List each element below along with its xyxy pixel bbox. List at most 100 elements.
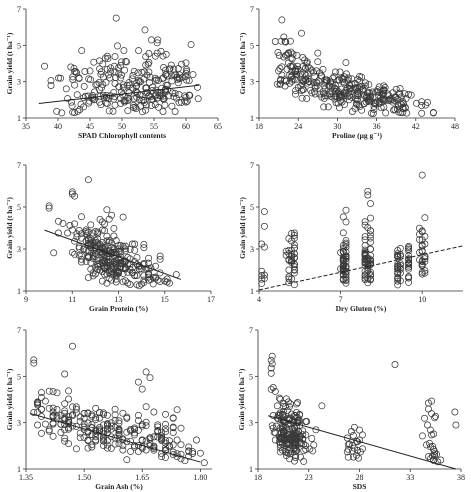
- data-point: [112, 269, 120, 276]
- data-point: [78, 258, 85, 266]
- data-point: [382, 109, 390, 117]
- data-point: [112, 248, 120, 256]
- data-point: [65, 418, 73, 426]
- data-point: [145, 269, 153, 277]
- x-axis-title: Proline (μg g⁻¹): [332, 131, 382, 140]
- data-point: [90, 58, 98, 66]
- data-point: [394, 274, 402, 282]
- data-point: [72, 405, 80, 413]
- data-point: [362, 79, 369, 87]
- data-point: [286, 403, 293, 411]
- data-point: [172, 71, 180, 79]
- data-point: [351, 104, 359, 112]
- data-point: [111, 416, 119, 424]
- data-point: [345, 85, 353, 93]
- data-point: [50, 249, 58, 257]
- data-point: [162, 50, 170, 58]
- data-point: [367, 214, 374, 222]
- data-point: [159, 92, 167, 100]
- data-point: [61, 370, 69, 378]
- data-point: [294, 399, 302, 406]
- data-point: [111, 101, 119, 109]
- data-point: [64, 229, 72, 237]
- data-point: [311, 72, 318, 80]
- x-axis-title: Dry Gluten (%): [336, 304, 387, 313]
- data-point: [114, 42, 121, 50]
- data-point: [111, 434, 119, 442]
- x-tick-label: 17: [207, 295, 215, 304]
- data-point: [77, 100, 85, 108]
- data-point: [152, 262, 159, 270]
- data-point: [169, 448, 177, 456]
- data-point: [119, 213, 127, 221]
- data-point: [452, 421, 460, 429]
- x-tick-label: 60: [182, 122, 190, 131]
- data-point: [260, 274, 268, 282]
- data-point: [150, 446, 158, 454]
- data-point: [320, 103, 328, 111]
- data-point: [165, 65, 173, 73]
- data-point: [169, 429, 177, 437]
- data-point: [147, 275, 155, 283]
- data-point: [260, 243, 268, 251]
- data-point: [100, 409, 107, 417]
- data-point: [260, 208, 268, 216]
- data-point: [110, 62, 118, 70]
- data-point: [361, 256, 369, 263]
- data-point: [167, 61, 175, 69]
- data-point: [85, 99, 93, 107]
- data-point: [67, 63, 75, 71]
- y-tick-label: 5: [17, 372, 21, 381]
- data-point: [138, 421, 146, 428]
- data-point: [169, 89, 177, 97]
- data-point: [294, 62, 301, 70]
- data-point: [96, 98, 104, 106]
- data-point: [96, 409, 104, 416]
- data-point: [119, 409, 127, 417]
- data-point: [111, 80, 119, 87]
- y-axis-title: Grain yield (t ha⁻¹): [5, 197, 14, 259]
- data-point: [286, 440, 293, 448]
- y-tick-label: 5: [17, 203, 21, 212]
- data-point: [84, 444, 92, 452]
- data-point: [145, 273, 153, 281]
- data-point: [53, 389, 61, 397]
- data-point: [304, 70, 312, 78]
- data-point: [339, 213, 347, 221]
- data-point: [154, 423, 162, 431]
- data-point: [103, 444, 111, 452]
- data-point: [339, 229, 347, 237]
- data-point: [430, 430, 438, 438]
- data-point: [76, 106, 84, 113]
- data-point: [103, 420, 111, 428]
- data-point: [394, 277, 402, 285]
- data-point: [131, 271, 139, 279]
- data-point: [41, 420, 49, 428]
- data-point: [80, 420, 88, 428]
- data-point: [418, 270, 426, 278]
- data-point: [356, 85, 364, 93]
- data-point: [100, 442, 107, 450]
- data-point: [295, 427, 303, 435]
- data-point: [267, 364, 275, 372]
- data-point: [451, 408, 459, 416]
- data-point: [122, 57, 130, 65]
- data-point: [396, 251, 404, 258]
- data-point: [293, 447, 301, 455]
- y-axis-title: Grain yield (t ha⁻¹): [5, 32, 14, 94]
- data-point: [278, 16, 286, 24]
- data-point: [343, 434, 351, 442]
- trend-line: [38, 84, 199, 104]
- data-point: [91, 237, 99, 245]
- data-point: [145, 58, 153, 66]
- data-point: [58, 109, 66, 117]
- data-point: [140, 240, 148, 248]
- y-tick-label: 5: [17, 41, 21, 50]
- data-point: [89, 95, 97, 103]
- data-point: [131, 442, 138, 450]
- data-point: [361, 236, 369, 244]
- x-tick-label: 33: [406, 473, 414, 482]
- data-point: [153, 76, 161, 84]
- data-point: [98, 68, 105, 76]
- y-tick-label: 3: [17, 419, 21, 428]
